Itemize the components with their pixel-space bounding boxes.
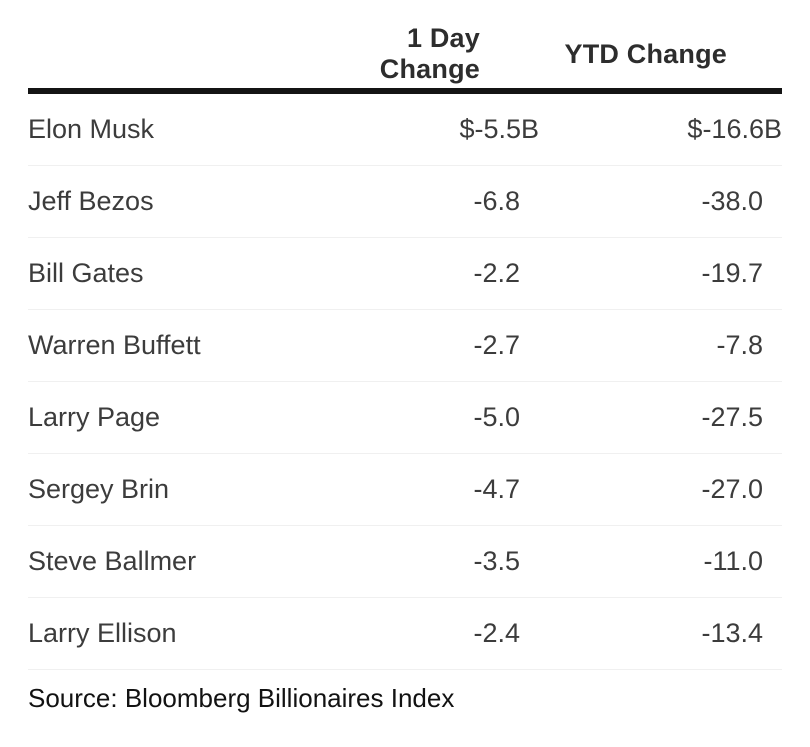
person-name: Elon Musk [28,114,155,144]
table-header-row: 1 Day Change YTD Change [28,20,782,94]
header-1-day-change: 1 Day Change [379,23,480,84]
ytd-change-value: -27.5 [701,402,763,432]
person-name: Steve Ballmer [28,546,197,576]
table-row: Bill Gates -2.2 -19.7 [28,238,782,310]
day-change-value: $-5.5B [459,114,539,144]
person-name: Sergey Brin [28,474,170,504]
ytd-change-value: $-16.6B [687,114,782,144]
table-row: Warren Buffett -2.7 -7.8 [28,310,782,382]
person-name: Warren Buffett [28,330,201,360]
table-row: Sergey Brin -4.7 -27.0 [28,454,782,526]
table-row: Larry Page -5.0 -27.5 [28,382,782,454]
source-note: Source: Bloomberg Billionaires Index [28,683,455,713]
day-change-value: -6.8 [473,186,520,216]
day-change-value: -3.5 [473,546,520,576]
table-row: Elon Musk $-5.5B $-16.6B [28,94,782,166]
table-row: Steve Ballmer -3.5 -11.0 [28,526,782,598]
header-ytd-change: YTD Change [564,38,727,69]
day-change-value: -2.4 [473,618,520,648]
table-row: Jeff Bezos -6.8 -38.0 [28,166,782,238]
person-name: Larry Ellison [28,618,177,648]
person-name: Jeff Bezos [28,186,154,216]
table-row: Larry Ellison -2.4 -13.4 [28,598,782,670]
day-change-value: -2.7 [473,330,520,360]
ytd-change-value: -7.8 [716,330,763,360]
ytd-change-value: -13.4 [701,618,763,648]
person-name: Bill Gates [28,258,144,288]
ytd-change-value: -27.0 [701,474,763,504]
day-change-value: -2.2 [473,258,520,288]
day-change-value: -4.7 [473,474,520,504]
billionaires-wealth-change-table: 1 Day Change YTD Change Elon Musk $-5.5B… [28,20,782,713]
ytd-change-value: -19.7 [701,258,763,288]
person-name: Larry Page [28,402,161,432]
ytd-change-value: -11.0 [703,546,763,576]
day-change-value: -5.0 [473,402,520,432]
ytd-change-value: -38.0 [701,186,763,216]
